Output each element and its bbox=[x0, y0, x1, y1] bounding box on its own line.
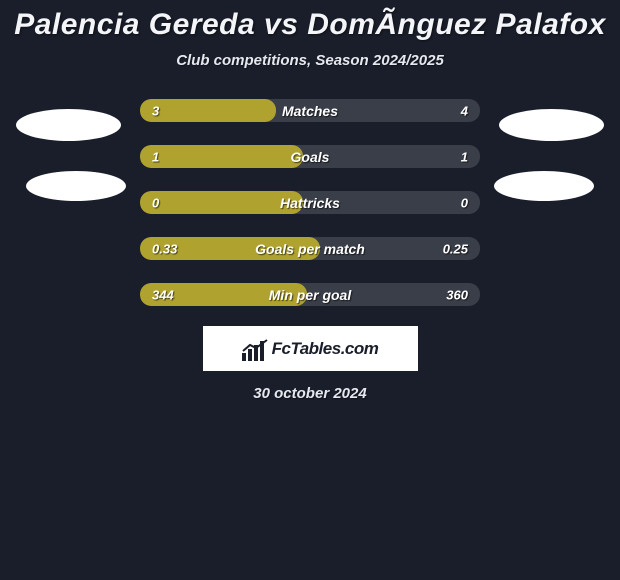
logo-text: FcTables.com bbox=[272, 339, 379, 359]
stat-row-matches: 3 Matches 4 bbox=[140, 99, 480, 122]
stat-label: Goals per match bbox=[255, 241, 365, 257]
subtitle: Club competitions, Season 2024/2025 bbox=[0, 52, 620, 69]
stat-label: Hattricks bbox=[280, 195, 340, 211]
stat-right-value: 0 bbox=[461, 195, 468, 210]
club-logo-placeholder bbox=[26, 171, 126, 201]
chart-icon bbox=[242, 337, 270, 361]
left-player-col bbox=[10, 99, 120, 201]
date-label: 30 october 2024 bbox=[0, 385, 620, 402]
club-logo-placeholder bbox=[494, 171, 594, 201]
stat-label: Matches bbox=[282, 103, 338, 119]
stat-right-value: 4 bbox=[461, 103, 468, 118]
stat-row-goals: 1 Goals 1 bbox=[140, 145, 480, 168]
player-photo-placeholder bbox=[16, 109, 121, 141]
stats-bars: 3 Matches 4 1 Goals 1 0 Hattricks 0 0.33… bbox=[140, 99, 480, 306]
source-logo: FcTables.com bbox=[203, 326, 418, 371]
page-title: Palencia Gereda vs DomÃ­nguez Palafox bbox=[0, 8, 620, 42]
stat-row-min-per-goal: 344 Min per goal 360 bbox=[140, 283, 480, 306]
stat-left-value: 0.33 bbox=[152, 241, 177, 256]
stat-left-value: 344 bbox=[152, 287, 174, 302]
player-photo-placeholder bbox=[499, 109, 604, 141]
stats-area: 3 Matches 4 1 Goals 1 0 Hattricks 0 0.33… bbox=[0, 99, 620, 306]
stat-left-value: 1 bbox=[152, 149, 159, 164]
stat-left-value: 3 bbox=[152, 103, 159, 118]
comparison-card: Palencia Gereda vs DomÃ­nguez Palafox Cl… bbox=[0, 0, 620, 402]
stat-row-hattricks: 0 Hattricks 0 bbox=[140, 191, 480, 214]
stat-fill bbox=[140, 145, 303, 168]
stat-right-value: 360 bbox=[446, 287, 468, 302]
stat-label: Min per goal bbox=[269, 287, 351, 303]
stat-left-value: 0 bbox=[152, 195, 159, 210]
stat-fill bbox=[140, 191, 303, 214]
stat-fill bbox=[140, 99, 276, 122]
stat-label: Goals bbox=[291, 149, 330, 165]
stat-row-goals-per-match: 0.33 Goals per match 0.25 bbox=[140, 237, 480, 260]
stat-right-value: 0.25 bbox=[443, 241, 468, 256]
right-player-col bbox=[500, 99, 610, 201]
stat-right-value: 1 bbox=[461, 149, 468, 164]
